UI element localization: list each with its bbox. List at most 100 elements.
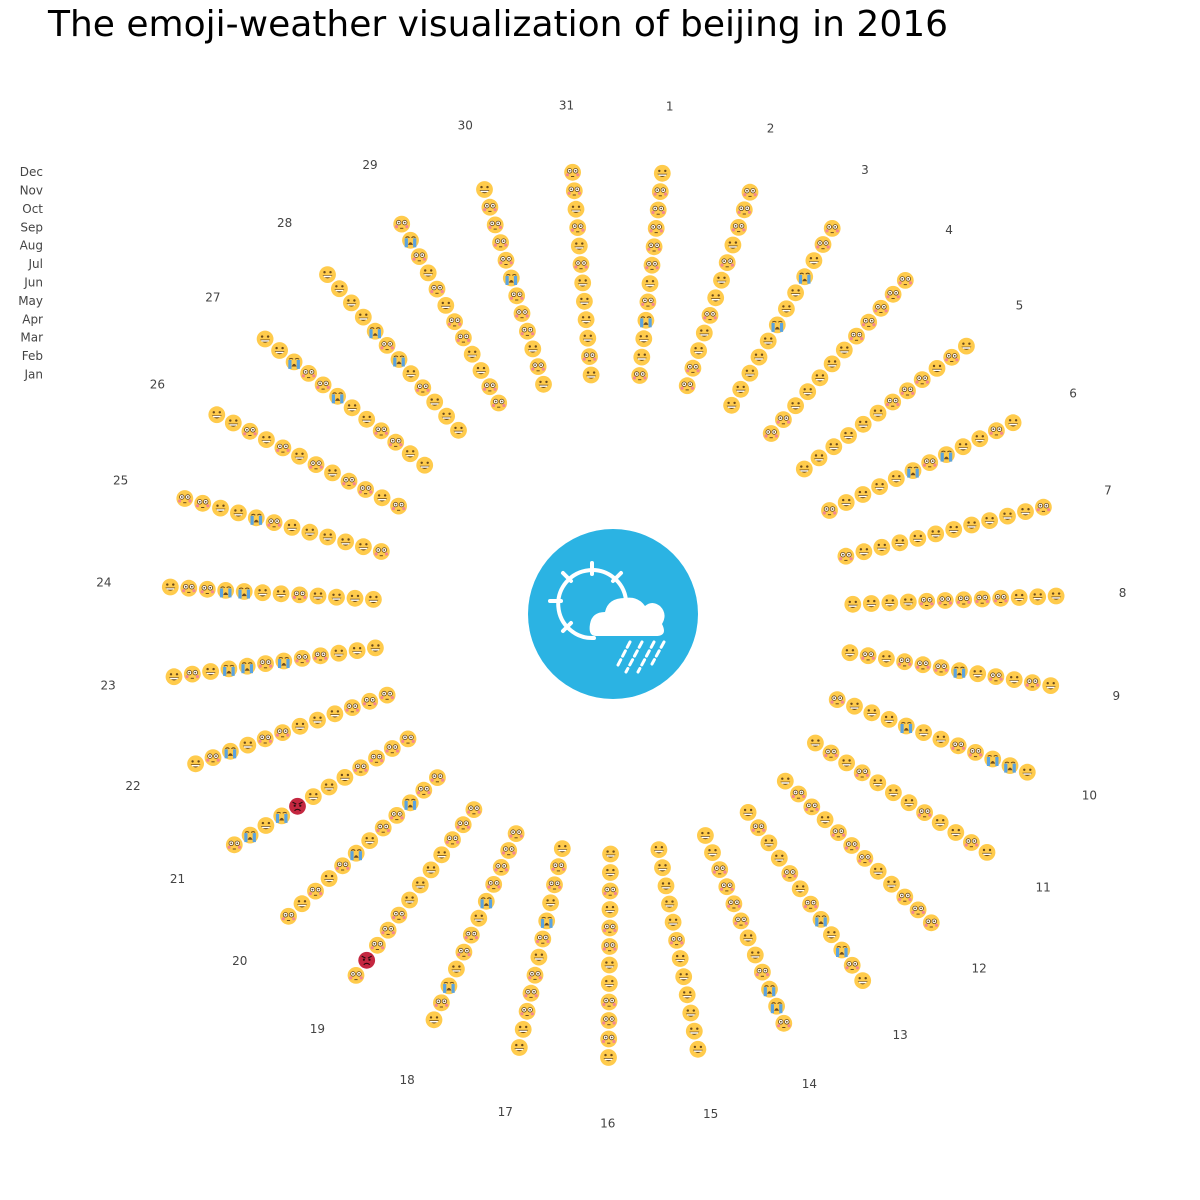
emoji-grin-icon — [426, 393, 444, 411]
emoji-flush-icon — [853, 764, 871, 782]
emoji-grin-icon — [697, 827, 714, 844]
emoji-flush-icon — [600, 1030, 618, 1048]
month-label: Aug — [20, 239, 43, 253]
emoji-grin-icon — [319, 266, 336, 283]
emoji-flush-icon — [393, 215, 411, 233]
emoji-flush-icon — [390, 497, 407, 515]
emoji-flush-icon — [455, 329, 472, 347]
emoji-grin-icon — [770, 849, 788, 867]
emoji-grin-icon — [695, 324, 713, 342]
emoji-grin-icon — [971, 430, 989, 448]
emoji-grin-icon — [915, 724, 932, 741]
emoji-flush-icon — [762, 425, 780, 442]
emoji-flush-icon — [481, 378, 499, 396]
emoji-grin-icon — [846, 697, 863, 715]
emoji-cry-icon — [904, 462, 922, 479]
day-label: 13 — [892, 1028, 907, 1042]
emoji-cry-icon — [897, 717, 915, 735]
emoji-flush-icon — [830, 824, 847, 841]
emoji-grin-icon — [208, 406, 226, 424]
emoji-grin-icon — [671, 950, 689, 967]
emoji-grin-icon — [258, 431, 275, 448]
emoji-flush-icon — [916, 804, 933, 821]
emoji-flush-icon — [668, 932, 685, 949]
emoji-flush-icon — [429, 769, 446, 786]
emoji-flush-icon — [992, 589, 1010, 607]
emoji-grin-icon — [778, 300, 795, 318]
month-label: Feb — [22, 349, 43, 363]
emoji-grin-icon — [304, 788, 322, 805]
emoji-flush-icon — [507, 825, 525, 842]
emoji-grin-icon — [570, 237, 588, 255]
emoji-grin-icon — [844, 595, 862, 613]
emoji-angry-icon — [289, 797, 306, 815]
emoji-grin-icon — [805, 252, 823, 269]
emoji-cry-icon — [761, 980, 778, 998]
emoji-grin-icon — [999, 507, 1016, 525]
day-label: 12 — [971, 962, 986, 976]
emoji-grin-icon — [224, 414, 242, 432]
emoji-flush-icon — [372, 422, 390, 440]
emoji-flush-icon — [388, 807, 406, 824]
emoji-grin-icon — [553, 840, 571, 857]
emoji-flush-icon — [293, 650, 311, 667]
emoji-flush-icon — [529, 358, 547, 375]
emoji-flush-icon — [378, 686, 396, 704]
emoji-grin-icon — [954, 438, 972, 456]
emoji-grin-icon — [283, 519, 301, 536]
emoji-flush-icon — [828, 691, 846, 708]
emoji-flush-icon — [241, 422, 259, 440]
emoji-flush-icon — [884, 393, 902, 411]
emoji-grin-icon — [1010, 589, 1028, 606]
emoji-cry-icon — [984, 750, 1002, 768]
emoji-flush-icon — [843, 956, 861, 974]
emoji-flush-icon — [454, 816, 472, 834]
emoji-grin-icon — [810, 449, 828, 467]
emoji-grin-icon — [187, 755, 205, 773]
day-label: 16 — [600, 1117, 615, 1131]
emoji-flush-icon — [387, 433, 405, 451]
emoji-grin-icon — [654, 859, 671, 877]
emoji-grin-icon — [165, 668, 183, 686]
emoji-grin-icon — [723, 396, 740, 414]
emoji-grin-icon — [675, 968, 693, 986]
emoji-flush-icon — [291, 586, 308, 604]
emoji-grin-icon — [887, 470, 905, 487]
emoji-grin-icon — [365, 591, 382, 608]
emoji-cry-icon — [812, 911, 830, 928]
emoji-grin-icon — [881, 594, 899, 612]
emoji-grin-icon — [653, 164, 671, 182]
emoji-flush-icon — [225, 836, 243, 854]
emoji-grin-icon — [732, 380, 750, 398]
emoji-flush-icon — [508, 287, 526, 305]
emoji-grin-icon — [291, 447, 308, 465]
emoji-cry-icon — [768, 316, 786, 334]
month-label: Sep — [20, 220, 43, 234]
emoji-grin-icon — [1005, 671, 1023, 688]
emoji-grin-icon — [825, 438, 843, 456]
emoji-flush-icon — [922, 914, 940, 932]
emoji-flush-icon — [572, 256, 590, 273]
emoji-grin-icon — [582, 366, 600, 384]
emoji-flush-icon — [918, 592, 936, 610]
day-label: 30 — [458, 118, 473, 132]
emoji-cry-icon — [796, 268, 814, 286]
month-label: Apr — [22, 312, 43, 326]
emoji-grin-icon — [343, 294, 360, 312]
emoji-flush-icon — [497, 251, 515, 269]
emoji-grin-icon — [448, 960, 465, 978]
emoji-flush-icon — [896, 653, 913, 671]
day-label: 21 — [170, 872, 185, 886]
emoji-grin-icon — [328, 588, 345, 606]
emoji-grin-icon — [787, 284, 804, 302]
emoji-grin-icon — [202, 663, 220, 680]
emoji-grin-icon — [981, 512, 998, 529]
emoji-grin-icon — [838, 754, 855, 772]
emoji-grin-icon — [602, 864, 619, 881]
emoji-flush-icon — [955, 591, 973, 609]
emoji-flush-icon — [678, 377, 696, 395]
emoji-grin-icon — [354, 308, 372, 326]
emoji-grin-icon — [416, 456, 434, 474]
emoji-grin-icon — [854, 415, 872, 433]
emoji-grin-icon — [254, 584, 271, 602]
